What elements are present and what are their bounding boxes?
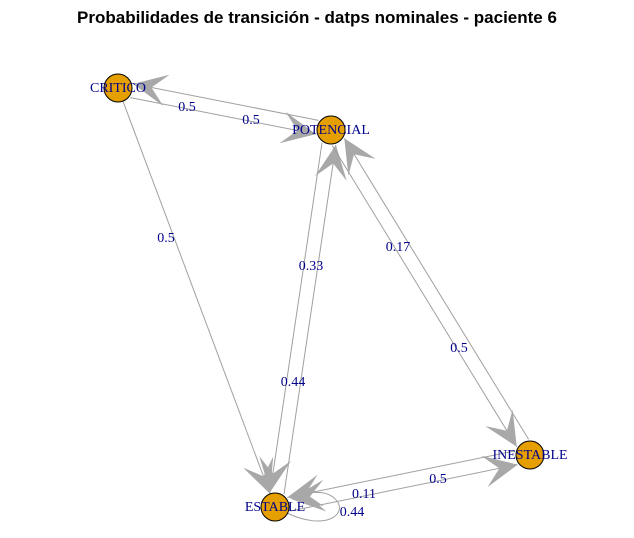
edge-label-estable-estable: 0.44 (340, 505, 365, 520)
node-label-estable: ESTABLE (245, 500, 305, 515)
edge-potencial-critico (132, 74, 319, 121)
edge-estable-potencial (283, 144, 347, 495)
edge-label-inestable-potencial: 0.5 (450, 341, 468, 356)
edge-line (132, 83, 319, 121)
edge-line (269, 142, 323, 493)
edge-label-estable-inestable: 0.11 (352, 487, 376, 502)
edge-arrowhead (485, 409, 517, 447)
edge-line (343, 138, 530, 440)
edge-line (130, 97, 317, 135)
node-circle[interactable] (260, 492, 290, 522)
edge-label-inestable-estable: 0.5 (429, 472, 447, 487)
edge-arrowhead (291, 479, 327, 512)
edge-line (290, 464, 518, 512)
node-label-inestable: INESTABLE (492, 448, 567, 463)
node-estable[interactable] (260, 492, 290, 522)
node-label-critico: CRITICO (90, 81, 146, 96)
edge-line (286, 492, 340, 522)
edge-arrowhead (259, 456, 291, 493)
node-critico[interactable] (103, 73, 133, 103)
edge-line (331, 145, 518, 447)
edge-estable-inestable (290, 455, 518, 512)
edge-arrowhead (315, 144, 347, 181)
edge-critico-potencial (130, 97, 317, 144)
edge-arrowhead (279, 111, 316, 144)
nodes-layer (103, 73, 545, 522)
edge-line (122, 100, 271, 495)
node-inestable[interactable] (515, 440, 545, 470)
node-circle[interactable] (515, 440, 545, 470)
edge-arrowhead (243, 456, 274, 494)
edge-label-estable-potencial: 0.44 (281, 375, 306, 390)
edge-arrowhead (481, 455, 518, 488)
edges-layer (122, 74, 530, 522)
edge-inestable-estable (287, 450, 515, 507)
edge-label-potencial-estable: 0.33 (299, 259, 324, 274)
edge-estable-estable (286, 479, 340, 522)
edge-critico-estable (122, 100, 274, 495)
edge-arrowhead (133, 74, 170, 107)
labels-layer: 0.5 0.5 0.5 0.33 0.44 0.17 0.5 0.11 0.5 0.44 CRITI… (90, 81, 568, 520)
edge-arrowhead (344, 138, 376, 176)
edge-inestable-potencial (343, 138, 530, 440)
node-circle[interactable] (316, 115, 346, 145)
edge-label-potencial-inestable: 0.17 (386, 240, 411, 255)
chart-title: Probabilidades de transición - datps nom… (77, 8, 557, 27)
node-potencial[interactable] (316, 115, 346, 145)
node-label-potencial: POTENCIAL (292, 123, 370, 138)
edge-label-critico-potencial: 0.5 (242, 113, 260, 128)
edge-label-potencial-critico: 0.5 (178, 100, 196, 115)
edge-line (287, 450, 515, 498)
node-circle[interactable] (103, 73, 133, 103)
edge-potencial-estable (259, 142, 323, 493)
edge-label-critico-estable: 0.5 (157, 231, 175, 246)
edge-potencial-inestable (331, 145, 518, 447)
edge-line (283, 144, 337, 495)
